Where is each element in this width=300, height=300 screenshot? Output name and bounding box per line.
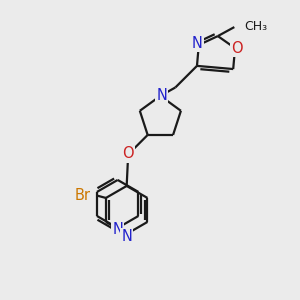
Text: N: N bbox=[121, 229, 132, 244]
Text: N: N bbox=[112, 222, 123, 237]
Text: O: O bbox=[122, 146, 134, 161]
Text: CH₃: CH₃ bbox=[244, 20, 267, 33]
Text: O: O bbox=[232, 40, 243, 56]
Text: N: N bbox=[156, 88, 167, 103]
Text: N: N bbox=[192, 36, 203, 51]
Text: Br: Br bbox=[74, 188, 90, 203]
